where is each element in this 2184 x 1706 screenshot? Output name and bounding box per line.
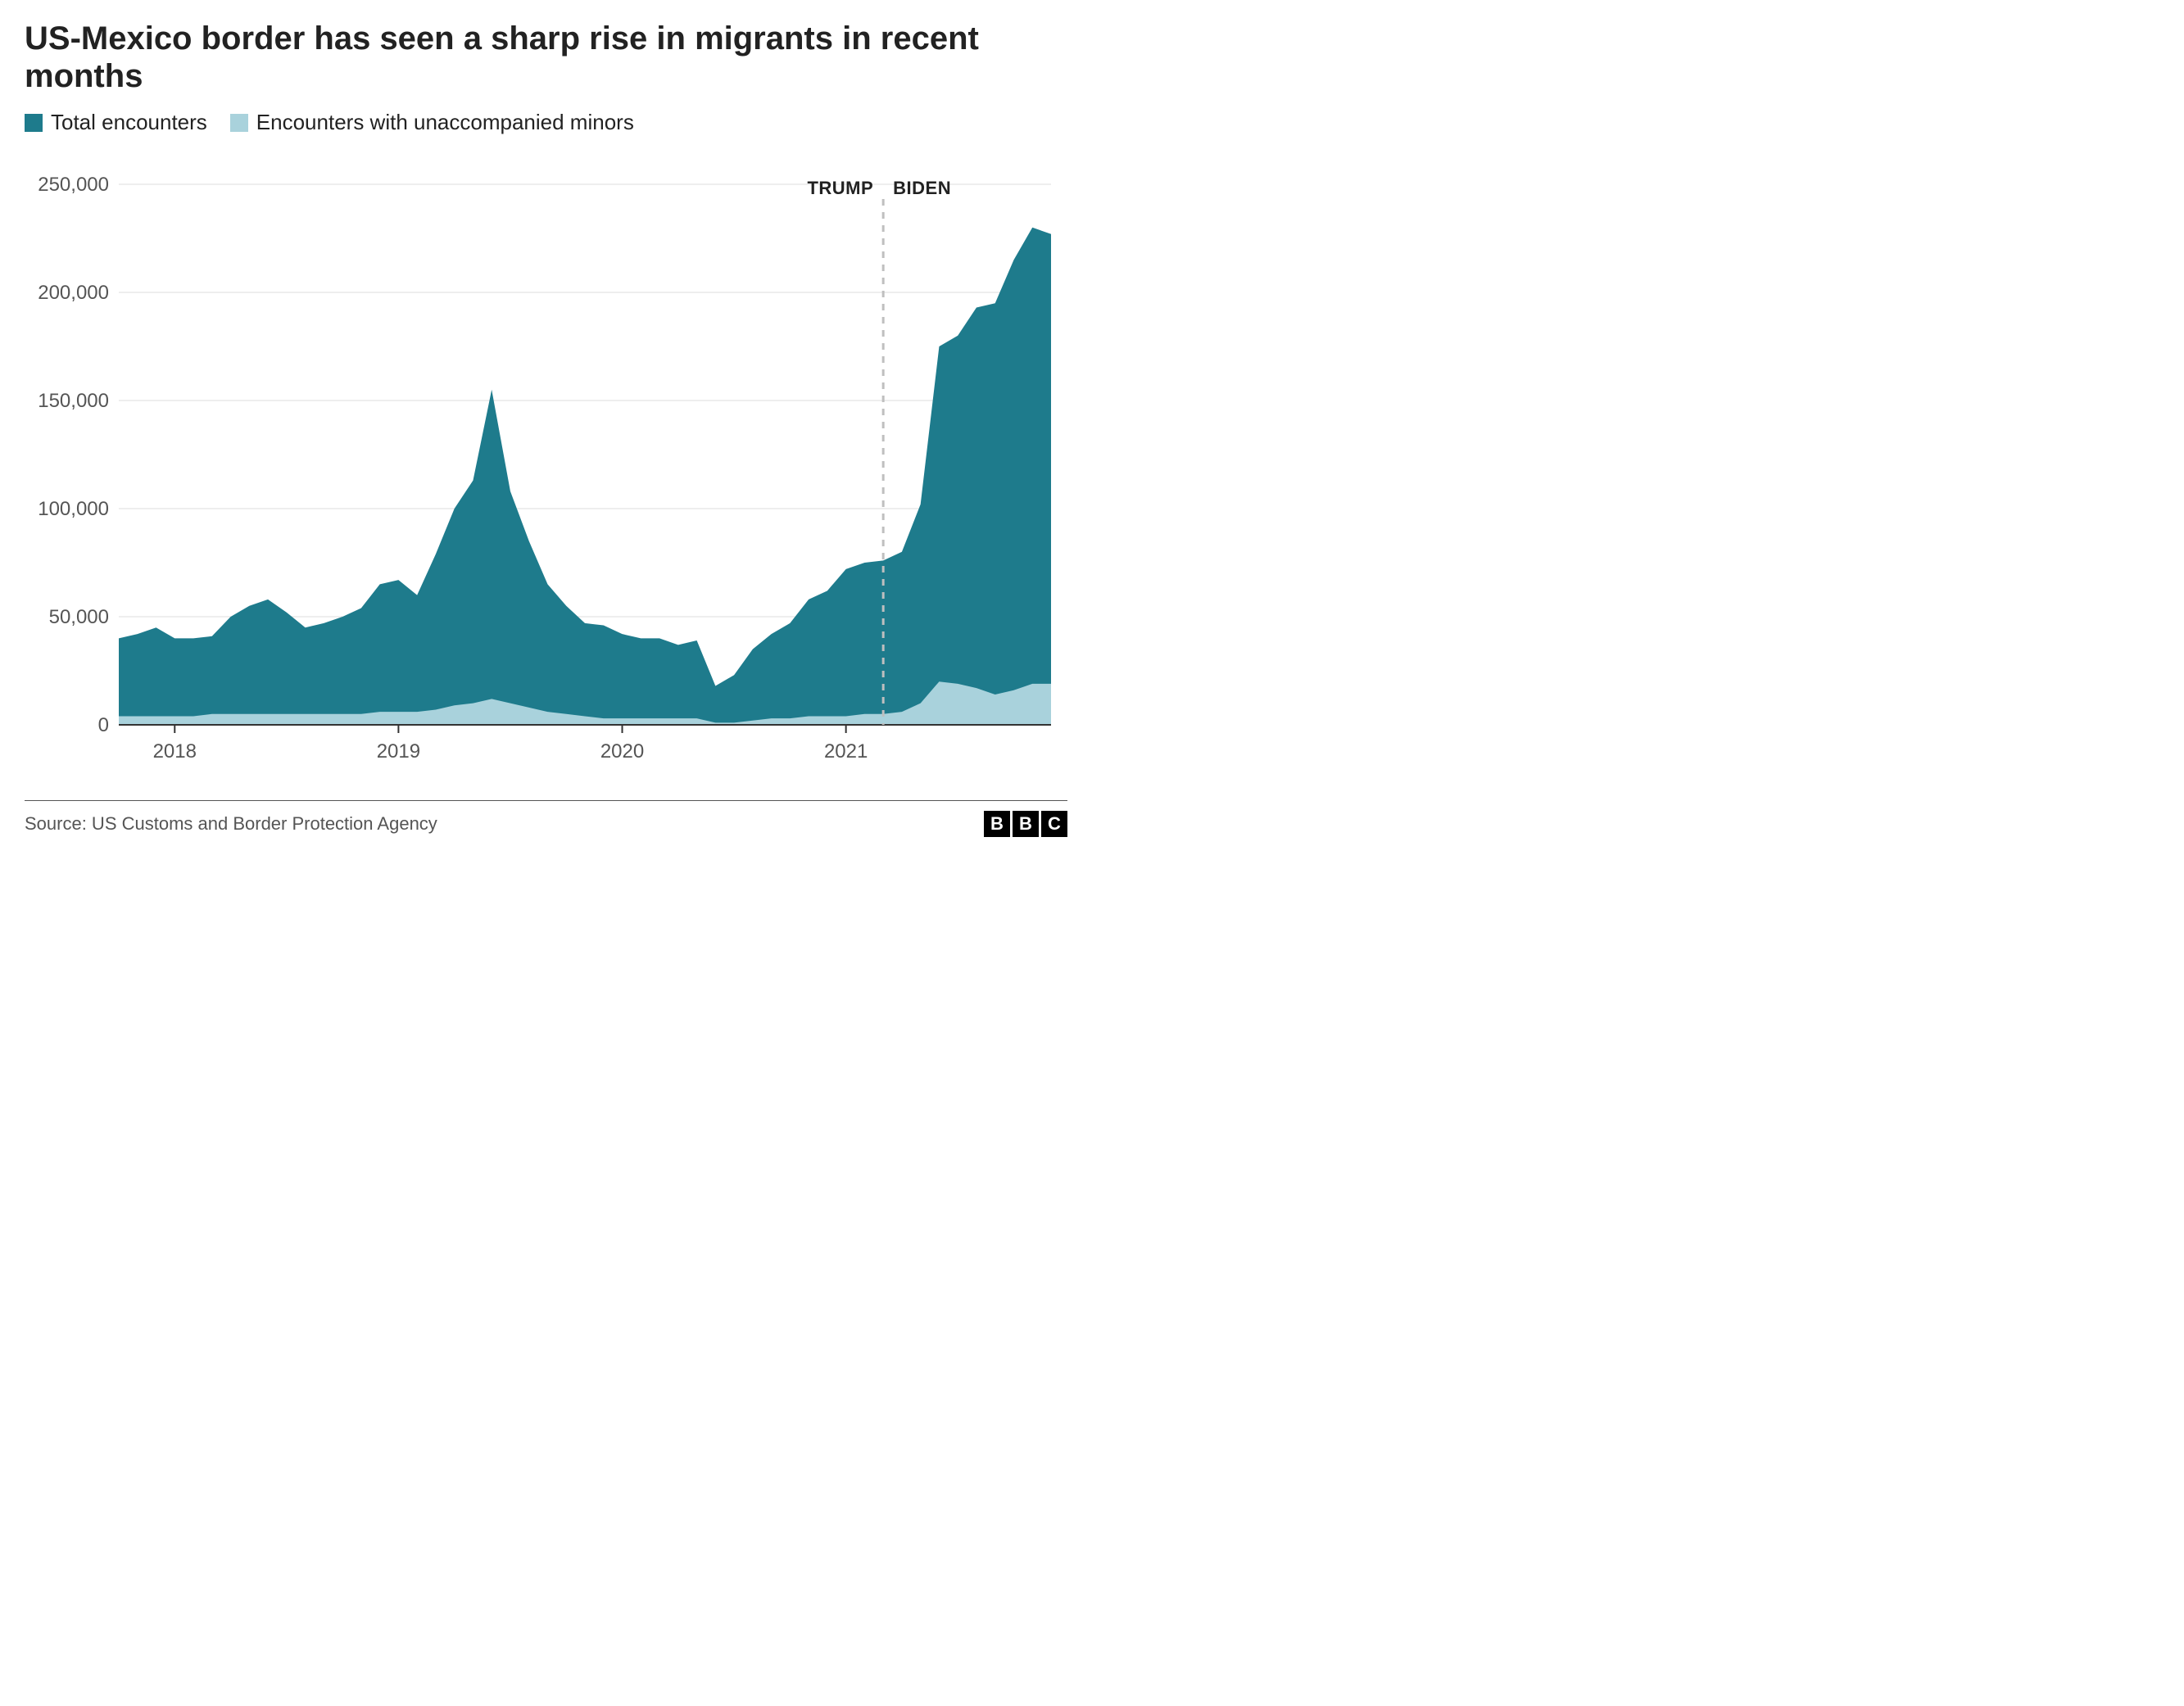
bbc-logo-letter: B bbox=[1013, 811, 1039, 837]
label-biden: BIDEN bbox=[893, 178, 951, 198]
chart-container: US-Mexico border has seen a sharp rise i… bbox=[0, 0, 1092, 853]
svg-text:100,000: 100,000 bbox=[38, 498, 109, 520]
svg-text:2020: 2020 bbox=[600, 740, 644, 762]
svg-text:0: 0 bbox=[98, 714, 109, 736]
bbc-logo: BBC bbox=[984, 811, 1067, 837]
legend-swatch-minors bbox=[230, 114, 248, 132]
bbc-logo-letter: C bbox=[1041, 811, 1067, 837]
chart-area: 0 50,000 100,000 150,000 200,000 250,000 2018 2… bbox=[25, 147, 1067, 792]
legend-item-total: Total encounters bbox=[25, 110, 207, 135]
legend-item-minors: Encounters with unaccompanied minors bbox=[230, 110, 634, 135]
area-chart-svg: 0 50,000 100,000 150,000 200,000 250,000 2018 2… bbox=[25, 147, 1067, 792]
area-total bbox=[119, 228, 1051, 725]
legend-swatch-total bbox=[25, 114, 43, 132]
svg-text:150,000: 150,000 bbox=[38, 390, 109, 412]
label-trump: TRUMP bbox=[807, 178, 873, 198]
svg-text:250,000: 250,000 bbox=[38, 174, 109, 196]
svg-text:2021: 2021 bbox=[824, 740, 868, 762]
svg-text:50,000: 50,000 bbox=[49, 606, 109, 628]
svg-text:2019: 2019 bbox=[377, 740, 420, 762]
legend-label-minors: Encounters with unaccompanied minors bbox=[256, 110, 634, 135]
chart-title: US-Mexico border has seen a sharp rise i… bbox=[25, 20, 1067, 95]
legend: Total encounters Encounters with unaccom… bbox=[25, 110, 1067, 135]
source-text: Source: US Customs and Border Protection… bbox=[25, 813, 437, 835]
bbc-logo-letter: B bbox=[984, 811, 1010, 837]
footer: Source: US Customs and Border Protection… bbox=[25, 800, 1067, 837]
svg-text:200,000: 200,000 bbox=[38, 282, 109, 304]
svg-text:2018: 2018 bbox=[153, 740, 197, 762]
legend-label-total: Total encounters bbox=[51, 110, 207, 135]
